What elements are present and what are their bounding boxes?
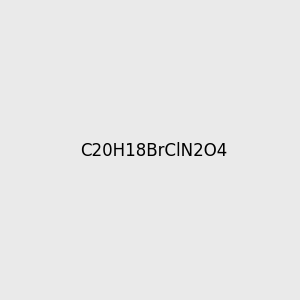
- Text: C20H18BrClN2O4: C20H18BrClN2O4: [80, 142, 227, 160]
